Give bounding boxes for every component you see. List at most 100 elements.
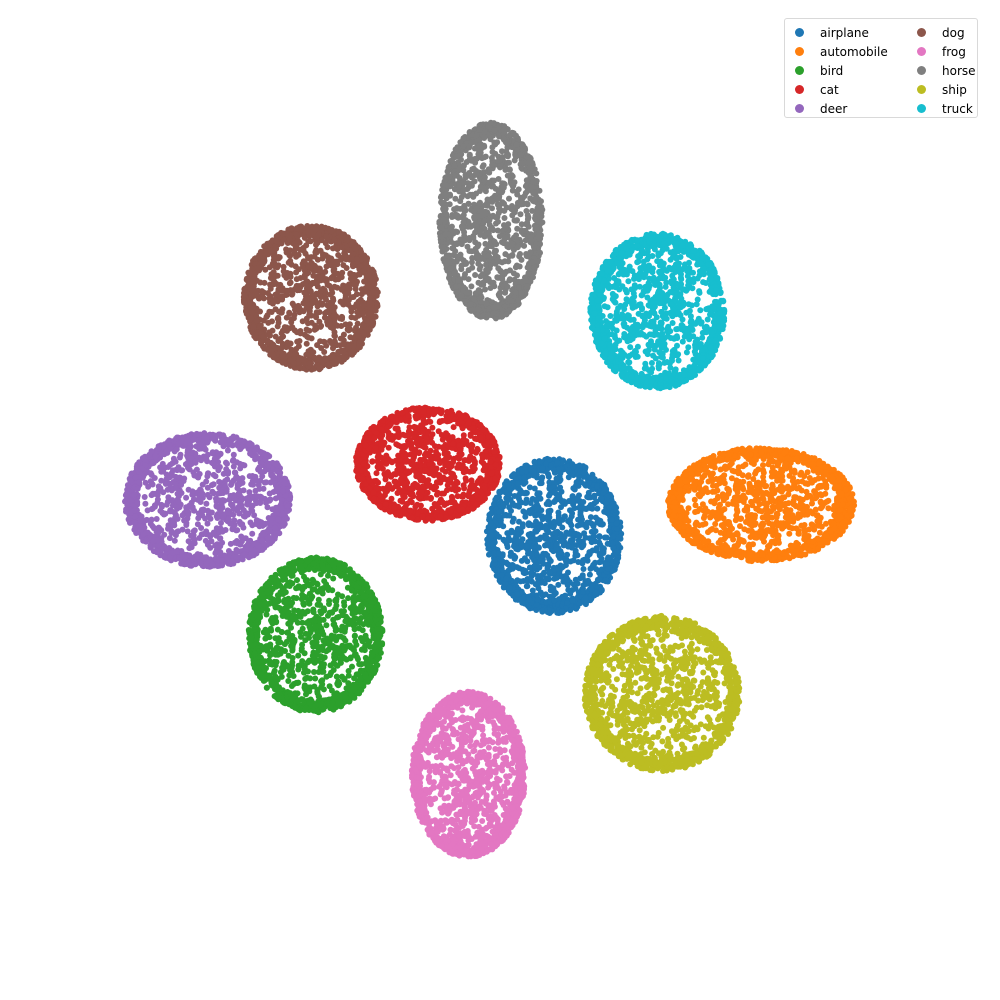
point-bird <box>264 588 271 595</box>
point-airplane <box>538 480 545 487</box>
point-automobile <box>696 543 703 550</box>
point-automobile <box>842 523 849 530</box>
point-automobile <box>830 466 837 473</box>
point-automobile <box>671 499 678 506</box>
point-airplane <box>490 540 497 547</box>
point-automobile <box>755 479 762 486</box>
point-airplane <box>613 525 620 532</box>
point-airplane <box>559 608 566 614</box>
point-bird <box>246 619 253 626</box>
point-automobile <box>760 469 767 476</box>
point-bird <box>353 671 360 678</box>
point-bird <box>343 685 350 692</box>
point-automobile <box>691 496 698 503</box>
point-automobile <box>847 507 854 514</box>
point-airplane <box>514 525 521 532</box>
point-automobile <box>843 486 849 493</box>
point-automobile <box>677 507 684 514</box>
point-airplane <box>590 474 596 481</box>
point-bird <box>357 676 364 683</box>
point-bird <box>341 608 347 615</box>
point-airplane <box>514 545 521 552</box>
point-airplane <box>564 551 571 558</box>
point-automobile <box>760 462 766 469</box>
point-airplane <box>534 526 541 533</box>
point-bird <box>367 669 374 675</box>
point-automobile <box>766 543 773 550</box>
point-automobile <box>734 530 740 537</box>
point-automobile <box>758 522 764 529</box>
point-automobile <box>818 523 825 530</box>
point-bird <box>280 607 287 613</box>
point-airplane <box>519 469 526 475</box>
point-airplane <box>591 492 598 499</box>
series-airplane <box>483 455 625 616</box>
point-bird <box>373 603 380 610</box>
point-automobile <box>733 495 740 502</box>
point-airplane <box>544 541 550 548</box>
point-bird <box>251 650 258 657</box>
point-airplane <box>610 533 617 540</box>
point-bird <box>269 680 276 687</box>
point-airplane <box>535 575 541 582</box>
scatter-points <box>122 119 858 860</box>
point-automobile <box>813 512 820 519</box>
point-bird <box>249 642 256 649</box>
point-bird <box>317 701 324 708</box>
point-bird <box>253 636 260 643</box>
point-airplane <box>514 537 521 544</box>
point-airplane <box>574 495 581 502</box>
point-bird <box>277 568 284 575</box>
point-bird <box>252 603 259 610</box>
point-automobile <box>815 546 822 553</box>
point-airplane <box>580 566 587 572</box>
point-bird <box>295 652 302 659</box>
point-automobile <box>739 472 746 479</box>
point-airplane <box>557 484 564 491</box>
point-airplane <box>514 480 521 487</box>
point-airplane <box>509 518 516 525</box>
point-bird <box>283 663 290 670</box>
point-automobile <box>835 477 842 484</box>
point-bird <box>320 668 327 675</box>
point-airplane <box>584 519 591 526</box>
point-bird <box>311 616 318 623</box>
point-bird <box>315 596 322 603</box>
point-automobile <box>721 472 728 479</box>
point-automobile <box>754 489 761 496</box>
point-automobile <box>767 446 774 453</box>
point-airplane <box>613 520 620 527</box>
point-automobile <box>752 447 759 454</box>
point-bird <box>301 573 307 580</box>
point-automobile <box>746 544 753 551</box>
point-airplane <box>563 574 570 581</box>
point-automobile <box>806 475 813 481</box>
point-automobile <box>737 523 743 530</box>
point-automobile <box>816 459 823 466</box>
point-airplane <box>572 576 579 583</box>
point-automobile <box>844 480 851 487</box>
point-airplane <box>553 534 559 541</box>
point-automobile <box>735 539 742 546</box>
point-airplane <box>545 529 552 536</box>
point-automobile <box>719 491 726 498</box>
point-bird <box>282 589 289 596</box>
point-bird <box>306 699 313 706</box>
point-bird <box>285 678 292 684</box>
point-bird <box>325 572 331 579</box>
point-bird <box>366 661 373 668</box>
point-airplane <box>534 496 541 503</box>
point-bird <box>253 612 260 619</box>
point-bird <box>263 643 270 650</box>
point-automobile <box>786 524 793 531</box>
series-cat <box>353 404 503 524</box>
point-airplane <box>511 471 517 478</box>
point-bird <box>271 667 278 674</box>
point-airplane <box>552 529 559 536</box>
point-bird <box>341 563 348 570</box>
point-airplane <box>516 518 522 525</box>
point-automobile <box>829 476 836 482</box>
point-automobile <box>791 494 798 501</box>
point-bird <box>297 707 304 714</box>
point-bird <box>348 618 355 625</box>
